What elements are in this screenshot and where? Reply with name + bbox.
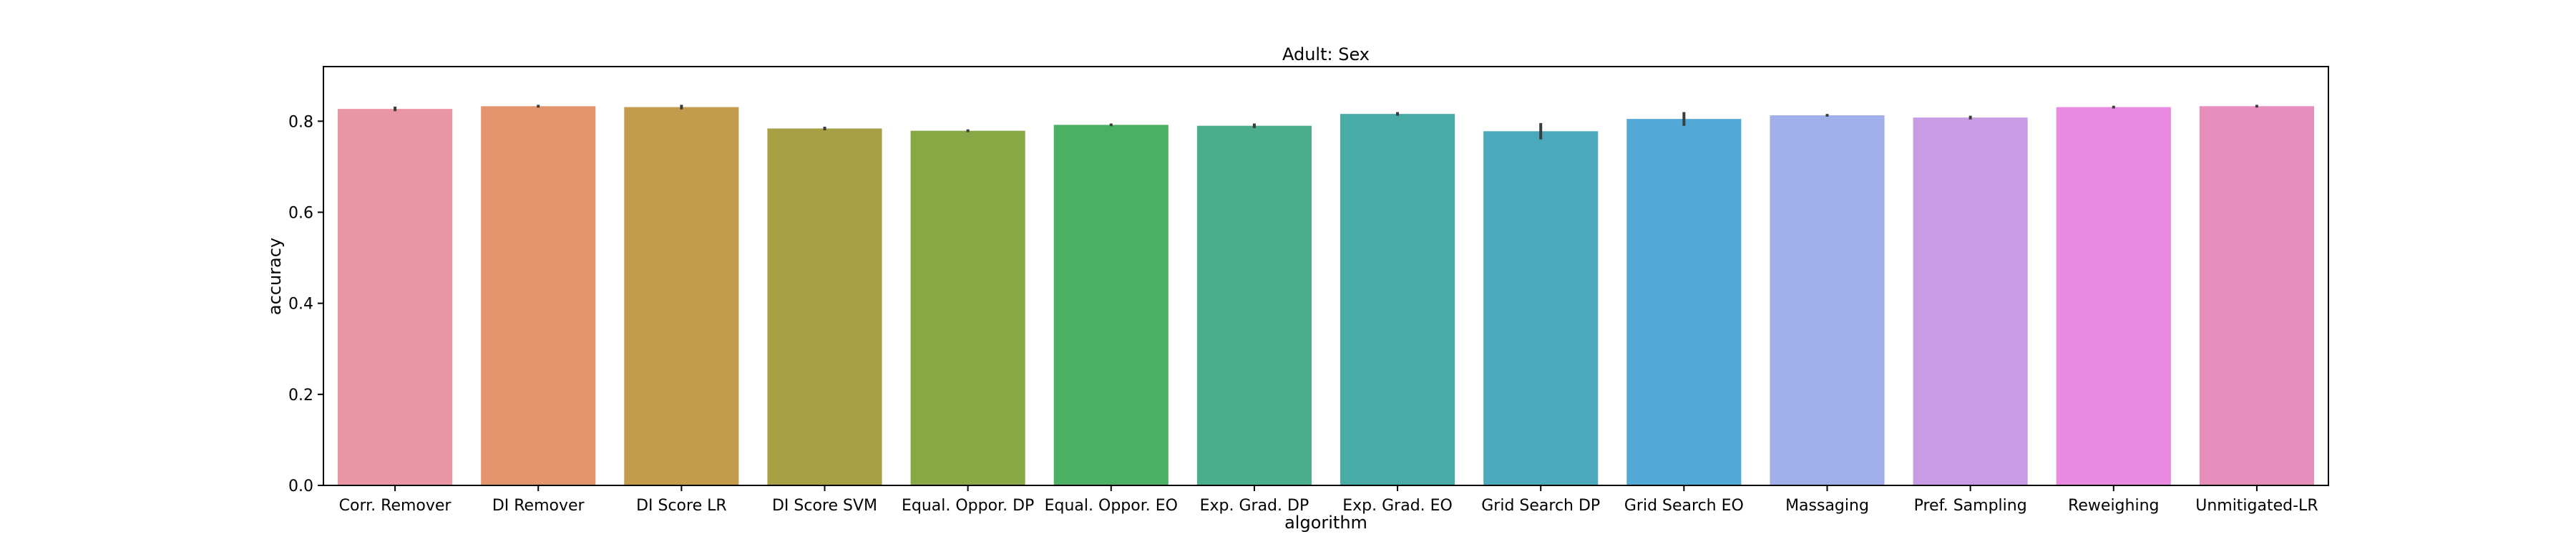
bar	[1626, 119, 1742, 485]
x-tick-label: Equal. Oppor. DP	[902, 497, 1034, 515]
x-tick-label: Exp. Grad. DP	[1200, 497, 1309, 515]
x-tick-label: DI Score LR	[636, 497, 727, 515]
x-axis-label: algorithm	[1284, 513, 1367, 533]
bar	[481, 106, 596, 485]
plot-frame	[323, 66, 2329, 486]
error-bars-layer	[394, 105, 2258, 140]
y-tick-label: 0.2	[288, 387, 313, 405]
y-tick-label: 0.4	[288, 296, 313, 314]
bar	[1913, 117, 2028, 485]
x-axis: Corr. Remover DI Remover DI Score LR DI Sco…	[339, 485, 2318, 515]
bar	[2199, 106, 2314, 485]
bar	[767, 128, 882, 485]
bars-layer	[338, 106, 2314, 486]
chart-title: Adult: Sex	[1282, 44, 1370, 64]
bar	[1053, 125, 1169, 486]
x-tick-label: Pref. Sampling	[1914, 497, 2027, 515]
bar	[338, 109, 453, 485]
y-tick-label: 0.0	[288, 478, 313, 495]
x-tick-label: Massaging	[1785, 497, 1869, 515]
y-axis-label: accuracy	[265, 238, 285, 315]
y-tick-label: 0.6	[288, 204, 313, 222]
x-tick-label: Grid Search EO	[1624, 497, 1744, 515]
bar	[624, 107, 739, 485]
x-tick-label: Corr. Remover	[339, 497, 452, 515]
bar	[910, 130, 1025, 486]
bar	[1483, 131, 1599, 486]
bar	[1196, 125, 1312, 486]
x-tick-label: Reweighing	[2068, 497, 2159, 515]
bar	[1340, 114, 1455, 485]
x-tick-label: Equal. Oppor. EO	[1045, 497, 1178, 515]
x-tick-label: Grid Search DP	[1481, 497, 1600, 515]
x-tick-label: DI Score SVM	[772, 497, 877, 515]
x-tick-label: DI Remover	[492, 497, 585, 515]
bar	[2056, 107, 2171, 485]
bar	[1770, 115, 1885, 486]
x-tick-label: Unmitigated-LR	[2195, 497, 2318, 515]
y-axis: 0.0 0.2 0.4 0.6 0.8	[288, 113, 323, 495]
x-tick-label: Exp. Grad. EO	[1342, 497, 1453, 515]
y-tick-label: 0.8	[288, 113, 313, 131]
